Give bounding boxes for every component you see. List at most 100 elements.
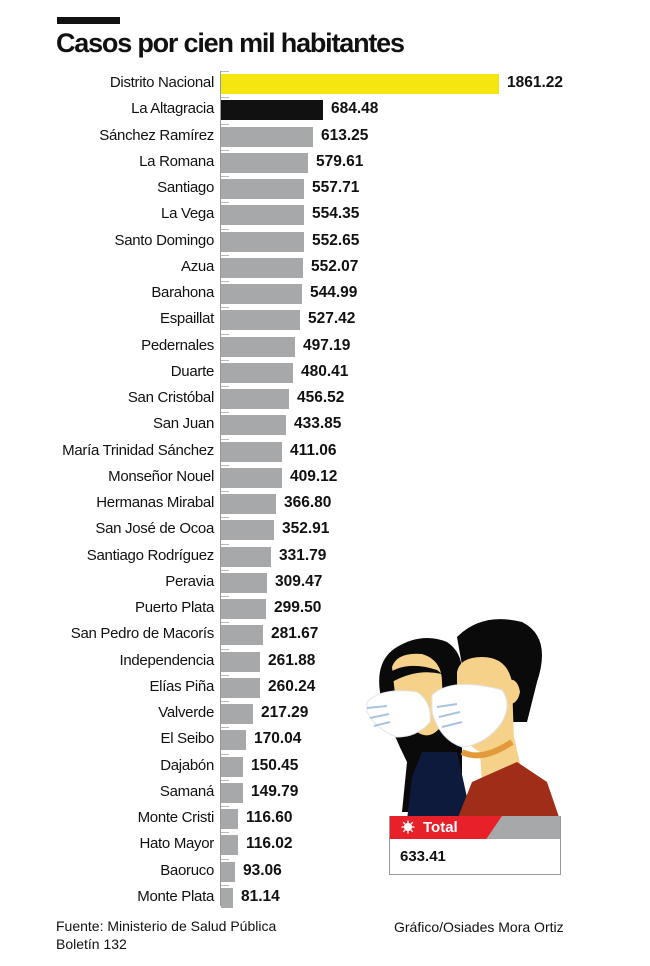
axis-tick [221, 648, 229, 650]
axis-tick [221, 307, 229, 309]
bar [221, 546, 271, 567]
value-label: 409.12 [290, 467, 338, 485]
bar-row: La Romana 579.61 [0, 149, 650, 176]
bar [221, 100, 323, 121]
value-label: 217.29 [261, 704, 309, 721]
axis-tick [221, 333, 229, 335]
bar [221, 625, 263, 646]
value-label: 260.24 [268, 677, 316, 695]
bar-row: Duarte 480.41 [0, 359, 650, 386]
value-label: 1861.22 [507, 74, 564, 91]
bar-row: Puerto Plata 299.50 [0, 596, 650, 622]
value-label: 613.25 [321, 126, 369, 144]
bar [221, 704, 253, 724]
bar [221, 782, 243, 803]
bar-row: La Altagracia 684.48 [0, 97, 650, 123]
bar [221, 257, 303, 278]
value-label: 684.48 [331, 100, 379, 118]
bar [221, 179, 304, 199]
bar [221, 441, 282, 462]
value-label: 366.80 [284, 494, 332, 511]
value-label: 149.79 [251, 782, 299, 800]
masked-people-illustration [366, 619, 560, 820]
bar [221, 231, 304, 252]
category-label: Hato Mayor [139, 835, 214, 853]
bar [221, 467, 282, 488]
category-label: San José de Ocoa [95, 520, 214, 538]
value-label: 116.60 [246, 809, 293, 826]
bar-row: Elías Piña 260.24 [0, 674, 650, 701]
value-label: 299.50 [274, 599, 322, 616]
bar [221, 835, 238, 856]
value-label: 554.35 [312, 205, 360, 223]
bar [221, 677, 260, 698]
bar-row: La Vega 554.35 [0, 202, 650, 228]
value-label: 261.88 [268, 651, 316, 669]
axis-tick [221, 596, 229, 597]
bar [221, 152, 308, 173]
category-label: San Cristóbal [127, 389, 214, 406]
axis-tick [221, 727, 229, 729]
axis-tick [221, 464, 229, 466]
value-label: 281.67 [271, 625, 319, 643]
category-label: San Juan [153, 415, 214, 433]
axis-tick [221, 701, 229, 702]
category-label: Santiago Rodríguez [86, 546, 215, 564]
category-label: Elías Piña [149, 677, 214, 695]
category-label: Dajabón [160, 756, 214, 774]
source-note: Fuente: Ministerio de Salud Pública Bole… [56, 917, 276, 953]
category-label: La Romana [139, 152, 214, 170]
bar [221, 520, 274, 541]
category-label: Baoruco [160, 861, 214, 879]
value-label: 116.02 [246, 835, 293, 853]
category-label: Valverde [158, 704, 214, 721]
category-label: Samaná [159, 782, 214, 800]
bar [221, 572, 267, 593]
axis-tick [221, 884, 229, 886]
value-label: 93.06 [243, 861, 282, 879]
bar-row: Hermanas Mirabal 366.80 [0, 491, 650, 517]
category-label: Monte Plata [137, 887, 214, 905]
axis-tick [221, 491, 229, 492]
category-label: Sánchez Ramírez [99, 126, 214, 144]
axis-tick [221, 412, 229, 414]
axis-tick [221, 569, 229, 571]
bar [221, 494, 276, 514]
value-label: 480.41 [301, 362, 349, 380]
category-label: Pedernales [141, 336, 214, 354]
bar-row: Samaná 149.79 [0, 779, 650, 806]
axis-tick [221, 517, 229, 519]
axis-tick [221, 123, 229, 125]
bar [221, 310, 300, 331]
bar-row: Sánchez Ramírez 613.25 [0, 123, 650, 150]
bar-row: San Juan 433.85 [0, 412, 650, 438]
y-axis-line [220, 71, 221, 906]
bar [221, 861, 235, 882]
category-label: Independencia [119, 651, 214, 669]
graphic-credit: Gráfico/Osiades Mora Ortiz [394, 919, 564, 935]
bar [221, 126, 313, 147]
bar-row: Baoruco 93.06 [0, 858, 650, 885]
total-summary-box: Total 633.41 [389, 816, 561, 875]
axis-tick [221, 254, 229, 256]
bar [221, 389, 289, 409]
category-label: Peravia [165, 572, 214, 590]
bar-row: Valverde 217.29 [0, 701, 650, 727]
bar [221, 284, 302, 304]
value-label: 331.79 [279, 546, 327, 564]
bar [221, 887, 233, 908]
value-label: 579.61 [316, 152, 364, 170]
bar-row: Santiago Rodríguez 331.79 [0, 543, 650, 570]
total-label: Total [423, 819, 458, 836]
axis-tick [221, 779, 229, 781]
value-label: 309.47 [275, 572, 323, 590]
axis-tick [221, 149, 229, 151]
category-label: María Trinidad Sánchez [62, 441, 214, 459]
value-label: 456.52 [297, 389, 345, 406]
bar-row: San José de Ocoa 352.91 [0, 517, 650, 543]
axis-tick [221, 176, 229, 177]
value-label: 544.99 [310, 284, 358, 301]
bar-row: Espaillat 527.42 [0, 307, 650, 333]
axis-tick [221, 674, 229, 676]
axis-tick [221, 806, 229, 807]
